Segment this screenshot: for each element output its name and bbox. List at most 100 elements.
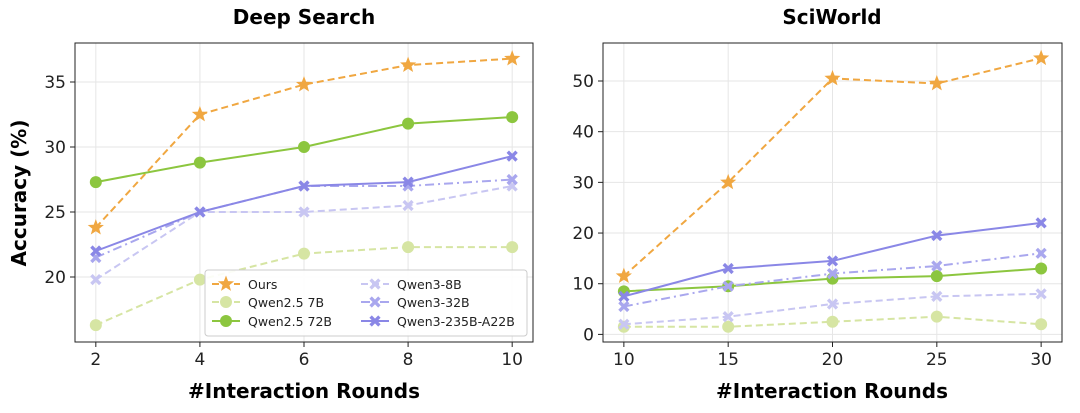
- chart-title-deep-search: Deep Search: [233, 5, 375, 29]
- data-point-qwen3-8b: [931, 290, 943, 302]
- y-tick-label: 40: [572, 123, 594, 143]
- data-point-qwen3-8b: [90, 274, 102, 286]
- legend-handle-qwen2-5-7b: [212, 296, 240, 308]
- data-point-qwen2-5-7b: [722, 320, 735, 333]
- x-axis-label-sciworld: #Interaction Rounds: [716, 379, 948, 403]
- legend-label-qwen3-32b: Qwen3-32B: [397, 295, 470, 310]
- x-tick-label: 8: [403, 350, 414, 370]
- gridlines-sciworld: [603, 43, 1062, 342]
- legend-marker-qwen3-235b-a22b: [369, 315, 381, 327]
- data-point-qwen2-5-72b: [506, 111, 519, 124]
- legend-handle-qwen3-32b: [361, 296, 389, 308]
- legend-marker-qwen2-5-7b: [220, 296, 232, 308]
- x-tick-label: 4: [194, 350, 205, 370]
- data-point-qwen3-235b-a22b: [298, 180, 310, 192]
- data-point-qwen2-5-7b: [826, 315, 839, 328]
- data-point-qwen3-235b-a22b: [1035, 217, 1047, 229]
- data-point-ours: [504, 50, 521, 66]
- legend-label-qwen3-8b: Qwen3-8B: [397, 277, 462, 292]
- data-point-qwen3-32b: [722, 280, 734, 292]
- data-point-qwen3-235b-a22b: [722, 262, 734, 275]
- series-ours: [615, 49, 1050, 283]
- data-point-qwen3-32b: [506, 173, 518, 186]
- y-tick-label: 25: [44, 203, 66, 223]
- data-point-qwen3-32b: [1035, 247, 1047, 259]
- axes-deep-search: 2 4 6 8 10 20 25 30 35: [44, 42, 534, 370]
- series-line-qwen2-5-7b: [623, 315, 1042, 328]
- data-point-qwen3-235b-a22b: [402, 176, 414, 188]
- legend-handle-qwen2-5-72b: [212, 315, 240, 327]
- data-point-qwen2-5-7b: [402, 241, 415, 254]
- y-tick-label: 30: [572, 173, 594, 193]
- data-point-qwen3-235b-a22b: [90, 245, 102, 257]
- y-tick-label: 20: [572, 224, 594, 244]
- x-tick-label: 10: [613, 350, 635, 370]
- data-point-qwen2-5-7b: [193, 273, 206, 286]
- series-line-ours: [95, 57, 513, 229]
- data-point-qwen2-5-7b: [930, 310, 943, 323]
- data-point-qwen3-235b-a22b: [618, 290, 630, 302]
- data-point-qwen3-8b: [826, 298, 839, 310]
- x-tick-label: 15: [717, 350, 739, 370]
- data-point-ours: [824, 69, 841, 86]
- series-qwen3-235b-a22b: [618, 217, 1047, 302]
- x-tick-label: 2: [90, 350, 101, 370]
- legend-label-qwen25-7b: Qwen2.5 7B: [248, 295, 324, 310]
- legend-marker-qwen3-32b: [369, 296, 381, 308]
- legend-label-qwen3-235b: Qwen3-235B-A22B: [397, 314, 515, 329]
- data-point-qwen3-8b: [402, 199, 414, 212]
- data-point-ours: [615, 267, 632, 283]
- legend-handle-qwen3-8b: [361, 278, 389, 290]
- data-point-qwen3-8b: [298, 206, 310, 218]
- y-tick-label: 20: [44, 268, 66, 288]
- legend-label-ours: Ours: [248, 277, 277, 292]
- series-qwen3-235b-a22b: [90, 150, 518, 257]
- x-axis-label-deep-search: #Interaction Rounds: [188, 379, 420, 403]
- data-point-ours: [87, 219, 104, 235]
- data-point-qwen3-32b: [931, 260, 943, 272]
- plot-frame-deep-search: [74, 42, 534, 343]
- legend-marker-ours: [217, 275, 235, 291]
- y-tick-label: 0: [583, 325, 594, 345]
- data-point-qwen2-5-72b: [193, 156, 206, 169]
- data-point-qwen2-5-72b: [89, 176, 102, 189]
- series-qwen2-5-72b: [89, 111, 519, 189]
- data-point-ours: [1033, 49, 1050, 66]
- x-tick-label: 6: [299, 350, 310, 370]
- data-point-qwen2-5-7b: [298, 247, 310, 260]
- chart-deep-search: Deep Search #Interaction Rounds 2 4 6 8 10 20…: [44, 5, 534, 403]
- data-point-qwen2-5-7b: [506, 241, 519, 254]
- data-point-qwen2-5-72b: [298, 141, 310, 153]
- data-point-qwen2-5-72b: [930, 270, 943, 283]
- data-point-qwen3-32b: [826, 267, 839, 280]
- data-point-qwen3-8b: [618, 318, 630, 330]
- x-tick-label: 25: [926, 350, 948, 370]
- data-point-ours: [720, 173, 737, 190]
- plot-frame-sciworld: [602, 42, 1063, 343]
- data-point-ours: [191, 106, 208, 122]
- legend-handle-ours: [212, 275, 240, 291]
- data-point-ours: [928, 75, 945, 91]
- y-tick-label: 50: [572, 72, 594, 92]
- y-axis-label: Accuracy (%): [7, 120, 31, 267]
- legend-label-qwen25-72b: Qwen2.5 72B: [248, 314, 332, 329]
- data-point-qwen3-235b-a22b: [826, 255, 839, 267]
- data-point-qwen3-32b: [618, 300, 630, 313]
- data-point-ours: [400, 56, 417, 72]
- data-point-qwen3-235b-a22b: [194, 206, 206, 218]
- data-point-qwen2-5-7b: [1035, 318, 1048, 331]
- data-point-qwen2-5-72b: [402, 117, 415, 130]
- x-tick-label: 20: [822, 350, 844, 370]
- y-tick-label: 10: [572, 275, 594, 295]
- axes-sciworld: 10 15 20 25 30 0 10 20 30 40 50: [572, 42, 1063, 370]
- data-point-qwen2-5-72b: [1035, 262, 1048, 275]
- data-point-qwen3-8b: [722, 311, 734, 323]
- data-point-qwen3-8b: [1035, 288, 1047, 300]
- y-tick-label: 35: [44, 73, 66, 93]
- data-point-qwen3-235b-a22b: [931, 229, 943, 242]
- data-point-qwen2-5-7b: [89, 319, 102, 332]
- series-qwen3-32b: [618, 247, 1047, 313]
- legend-handle-qwen3-235b-a22b: [361, 315, 389, 327]
- x-tick-label: 10: [501, 350, 523, 370]
